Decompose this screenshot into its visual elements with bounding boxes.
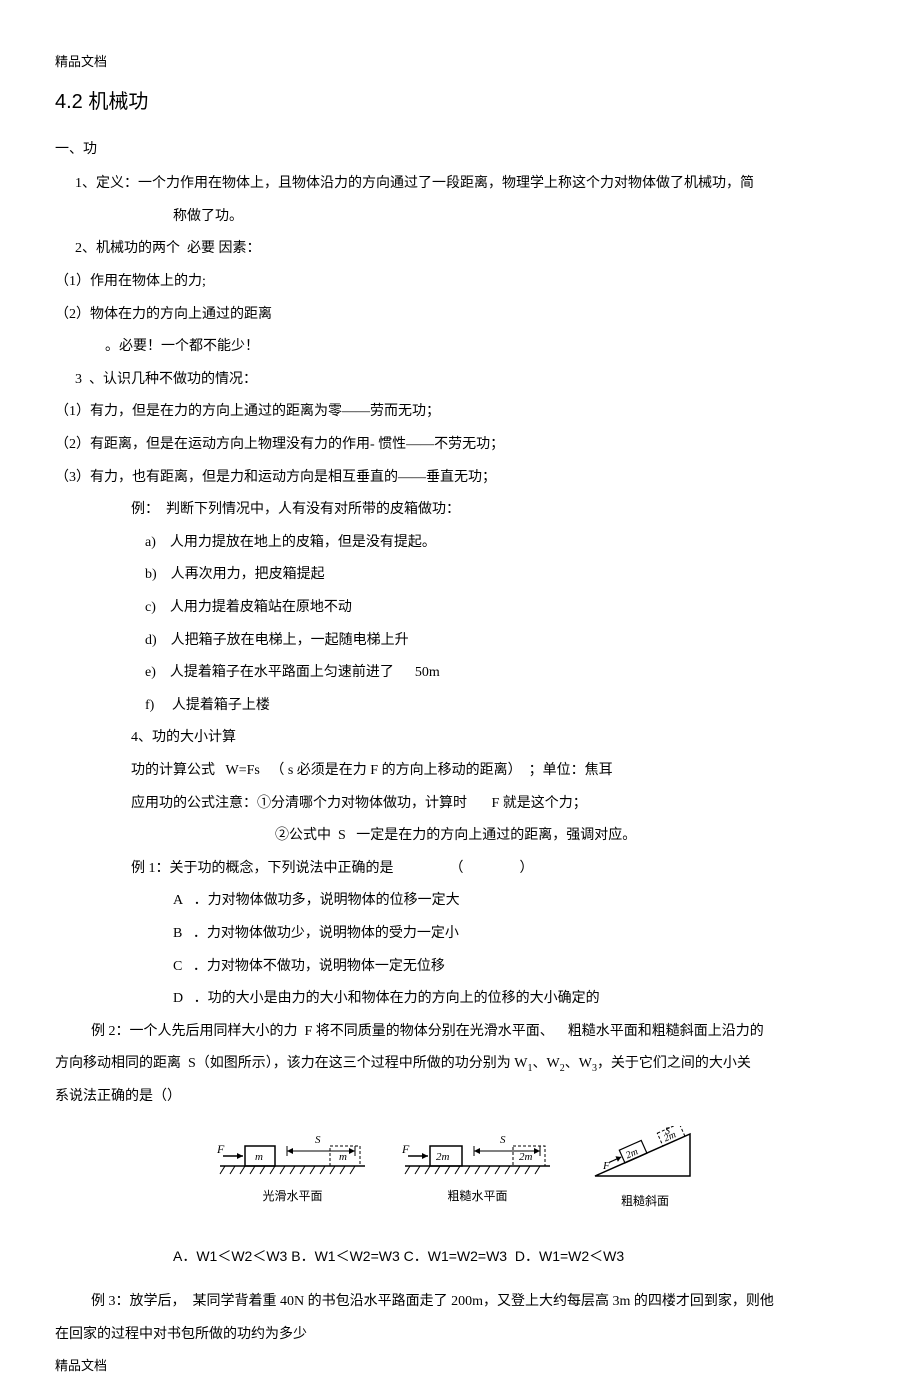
item-3-1: （1）有力，但是在力的方向上通过的距离为零——劳而无功；: [55, 399, 865, 426]
diagram-3-label: 粗糙斜面: [621, 1190, 669, 1213]
ex2-line2-a: 方向移动相同的距离 S（如图所示），该力在这三个过程中所做的功分别为 W: [55, 1056, 528, 1071]
ex1-choice-c: C ．力对物体不做功，说明物体一定无位移: [55, 954, 865, 981]
d1-box-label: m: [255, 1151, 263, 1163]
ex2-line2-c: 、W: [565, 1056, 592, 1071]
d1-box2-label: m: [339, 1151, 347, 1163]
ex-c: c) 人用力提着皮箱站在原地不动: [55, 595, 865, 622]
d2-box-label: 2m: [436, 1151, 450, 1163]
d2-force-label: F: [401, 1142, 410, 1156]
ex3-line1: 例 3：放学后， 某同学背着重 40N 的书包沿水平路面走了 200m，又登上大…: [55, 1289, 865, 1316]
ex1-intro: 例 1：关于功的概念，下列说法中正确的是 （ ）: [55, 856, 865, 883]
section-1-heading: 一、功: [55, 137, 865, 164]
ex-d: d) 人把箱子放在电梯上，一起随电梯上升: [55, 628, 865, 655]
ex-a: a) 人用力提放在地上的皮箱，但是没有提起。: [55, 530, 865, 557]
item-2-1: （1）作用在物体上的力;: [55, 269, 865, 296]
example-intro: 例： 判断下列情况中，人有没有对所带的皮箱做功：: [55, 497, 865, 524]
ex2-line2-b: 、W: [533, 1056, 560, 1071]
ex2-line3: 系说法正确的是（）: [55, 1084, 865, 1111]
ex-e: e) 人提着箱子在水平路面上匀速前进了 50m: [55, 660, 865, 687]
ex2-line1: 例 2：一个人先后用同样大小的力 F 将不同质量的物体分别在光滑水平面、 粗糙水…: [55, 1019, 865, 1046]
item-3-2: （2）有距离，但是在运动方向上物理没有力的作用- 惯性——不劳无功；: [55, 432, 865, 459]
diagram-3: 2m 2m F S 粗糙斜面: [585, 1126, 705, 1213]
d2-box2-label: 2m: [519, 1151, 533, 1163]
svg-text:2m: 2m: [624, 1146, 640, 1161]
ex3-line2: 在回家的过程中对书包所做的功约为多少: [55, 1322, 865, 1349]
d3-s-label: S: [665, 1126, 670, 1137]
item-2: 2、机械功的两个 必要 因素：: [55, 236, 865, 263]
page-header: 精品文档: [55, 50, 865, 75]
ex2-line2: 方向移动相同的距离 S（如图所示），该力在这三个过程中所做的功分别为 W1、W2…: [55, 1051, 865, 1078]
diagram-1-label: 光滑水平面: [262, 1185, 322, 1208]
formula-note-1: 应用功的公式注意：①分清哪个力对物体做功，计算时 F 就是这个力；: [55, 791, 865, 818]
item-2-note: 。必要！一个都不能少！: [55, 334, 865, 361]
diagram-3-svg: 2m 2m F S: [585, 1126, 705, 1186]
ex1-choice-d: D ．功的大小是由力的大小和物体在力的方向上的位移的大小确定的: [55, 986, 865, 1013]
def-text: 一个力作用在物体上，且物体沿力的方向通过了一段距离，物理学上称这个力对物体做了机…: [138, 176, 754, 191]
formula-note-2: ②公式中 S 一定是在力的方向上通过的距离，强调对应。: [55, 823, 865, 850]
item-2-2: （2）物体在力的方向上通过的距离: [55, 302, 865, 329]
definition-line: 1、定义：一个力作用在物体上，且物体沿力的方向通过了一段距离，物理学上称这个力对…: [55, 171, 865, 198]
ex1-choice-a: A ．力对物体做功多，说明物体的位移一定大: [55, 888, 865, 915]
d1-force-label: F: [216, 1142, 225, 1156]
diagram-1: m F S m 光滑水平面: [215, 1126, 370, 1213]
diagram-2: 2m F S 2m 粗糙水平面: [400, 1126, 555, 1213]
item-4: 4、功的大小计算: [55, 725, 865, 752]
document-title: 4.2 机械功: [55, 83, 865, 121]
diagram-row: m F S m 光滑水平面: [55, 1126, 865, 1213]
d2-s-label: S: [500, 1134, 506, 1146]
item-3: 3 、认识几种不做功的情况：: [55, 367, 865, 394]
ex1-choice-b: B ．力对物体做功少，说明物体的受力一定小: [55, 921, 865, 948]
ex2-line2-d: ，关于它们之间的大小关: [597, 1056, 751, 1071]
diagram-2-label: 粗糙水平面: [447, 1185, 507, 1208]
diagram-2-svg: 2m F S 2m: [400, 1126, 555, 1181]
definition-sub: 称做了功。: [55, 204, 865, 231]
diagram-1-svg: m F S m: [215, 1126, 370, 1181]
ex2-answer: A．W1＜W2＜W3 B．W1＜W2=W3 C．W1=W2=W3 D．W1=W2…: [55, 1243, 865, 1270]
formula-line: 功的计算公式 W=Fs （ s 必须是在力 F 的方向上移动的距离） ；单位：焦…: [55, 758, 865, 785]
ex-b: b) 人再次用力，把皮箱提起: [55, 562, 865, 589]
d3-force-label: F: [602, 1160, 610, 1172]
ex-f: f) 人提着箱子上楼: [55, 693, 865, 720]
def-num: 1、定义：: [75, 176, 138, 191]
page-footer: 精品文档: [55, 1354, 865, 1379]
item-3-3: （3）有力，也有距离，但是力和运动方向是相互垂直的——垂直无功；: [55, 465, 865, 492]
d1-s-label: S: [315, 1134, 321, 1146]
